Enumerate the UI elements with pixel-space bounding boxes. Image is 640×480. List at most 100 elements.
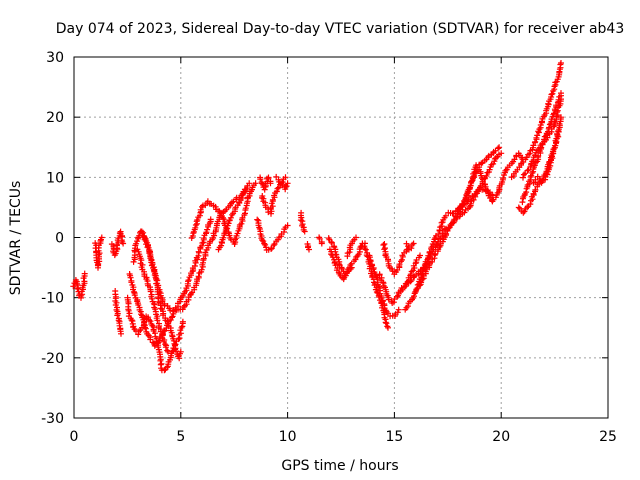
data-point xyxy=(436,244,443,250)
data-point xyxy=(192,222,199,228)
data-point xyxy=(138,311,144,318)
data-point xyxy=(422,268,429,275)
data-point xyxy=(238,220,245,227)
data-point xyxy=(127,274,134,281)
data-point xyxy=(98,234,105,241)
x-tick-label: 0 xyxy=(70,429,79,445)
data-point xyxy=(524,167,531,174)
data-point xyxy=(410,240,417,247)
data-point xyxy=(282,183,289,190)
data-point xyxy=(114,312,121,319)
data-point xyxy=(467,200,474,207)
data-point xyxy=(380,242,387,248)
data-point xyxy=(149,295,155,302)
data-point xyxy=(395,306,402,313)
data-point xyxy=(270,242,277,249)
data-point xyxy=(500,175,507,182)
data-point xyxy=(385,324,391,331)
data-point xyxy=(404,303,411,310)
data-point xyxy=(329,254,336,261)
data-point xyxy=(185,277,192,284)
data-point xyxy=(156,288,163,295)
data-point xyxy=(478,160,485,167)
chart-title: Day 074 of 2023, Sidereal Day-to-day VTE… xyxy=(56,21,625,37)
data-point xyxy=(161,302,168,309)
data-point xyxy=(526,150,533,157)
data-point xyxy=(195,273,202,280)
data-point xyxy=(227,214,234,221)
data-point xyxy=(207,216,214,223)
data-point xyxy=(284,180,291,187)
data-point xyxy=(554,109,561,115)
data-point xyxy=(383,320,390,327)
data-point xyxy=(357,244,364,251)
data-point xyxy=(316,235,323,242)
data-point xyxy=(145,314,152,321)
data-point xyxy=(200,235,207,242)
data-point xyxy=(261,186,268,193)
data-point xyxy=(558,114,564,121)
data-point xyxy=(549,90,556,97)
data-point xyxy=(498,150,505,157)
data-point xyxy=(225,220,232,227)
data-point xyxy=(490,160,497,167)
data-point xyxy=(394,293,401,300)
data-point xyxy=(389,268,396,275)
data-point xyxy=(328,239,335,245)
data-point xyxy=(199,240,206,246)
data-point xyxy=(246,180,253,187)
data-point xyxy=(267,180,274,187)
data-point xyxy=(115,317,122,324)
data-point xyxy=(558,96,564,103)
data-point xyxy=(445,225,452,232)
data-point xyxy=(164,347,171,354)
data-point xyxy=(142,324,148,331)
data-point xyxy=(259,237,266,243)
x-tick-label: 20 xyxy=(492,429,510,445)
data-point xyxy=(118,330,124,337)
data-point xyxy=(128,279,135,286)
grid-lines xyxy=(74,57,608,418)
data-point xyxy=(465,188,472,195)
data-point xyxy=(74,285,81,291)
y-tick-label: -10 xyxy=(41,291,64,307)
data-point xyxy=(162,344,169,351)
y-tick-label: -30 xyxy=(41,411,64,427)
data-point xyxy=(527,201,534,208)
data-point xyxy=(140,316,147,323)
data-point xyxy=(282,174,289,181)
data-point xyxy=(362,246,369,253)
data-point xyxy=(524,204,531,211)
data-point xyxy=(197,206,204,213)
data-point xyxy=(154,317,161,324)
data-point xyxy=(162,341,169,348)
data-point xyxy=(379,298,386,305)
data-point xyxy=(130,288,137,295)
data-point xyxy=(483,173,490,179)
y-tick-label: -20 xyxy=(41,351,64,367)
y-tick-label: 20 xyxy=(46,110,64,126)
data-point xyxy=(138,228,145,235)
data-point xyxy=(120,240,127,247)
data-point xyxy=(254,216,261,223)
data-point xyxy=(532,186,539,193)
data-point xyxy=(551,110,557,117)
data-point xyxy=(515,204,522,211)
y-tick-label: 0 xyxy=(55,231,64,247)
data-point xyxy=(165,348,171,355)
data-point xyxy=(502,167,509,174)
data-point xyxy=(548,91,555,98)
data-point xyxy=(523,154,530,161)
data-point xyxy=(353,234,359,241)
data-point xyxy=(204,226,211,233)
data-point xyxy=(273,188,280,195)
x-tick-label: 10 xyxy=(279,429,297,445)
data-point xyxy=(442,212,449,219)
data-point xyxy=(138,257,145,264)
data-point xyxy=(140,229,147,236)
data-point xyxy=(149,261,156,268)
data-point xyxy=(128,317,135,323)
data-point xyxy=(439,233,445,239)
data-point xyxy=(436,227,443,234)
